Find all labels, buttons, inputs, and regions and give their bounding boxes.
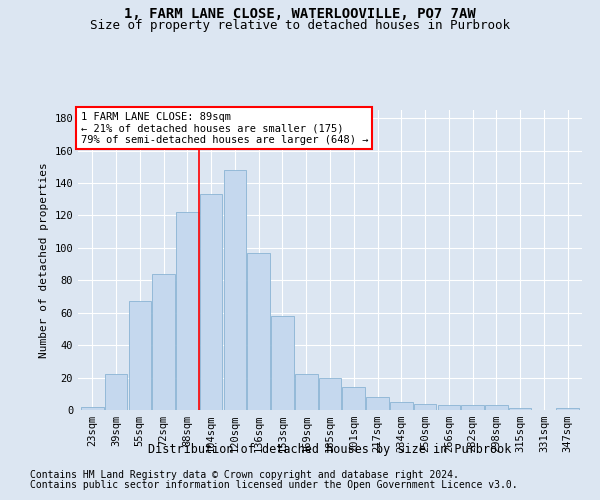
Text: Size of property relative to detached houses in Purbrook: Size of property relative to detached ho… xyxy=(90,19,510,32)
Bar xyxy=(105,374,127,410)
Text: Distribution of detached houses by size in Purbrook: Distribution of detached houses by size … xyxy=(148,442,512,456)
Bar xyxy=(366,397,389,410)
Y-axis label: Number of detached properties: Number of detached properties xyxy=(39,162,49,358)
Bar xyxy=(556,408,579,410)
Bar xyxy=(343,388,365,410)
Bar xyxy=(485,405,508,410)
Bar xyxy=(247,252,270,410)
Bar xyxy=(81,407,104,410)
Text: 1, FARM LANE CLOSE, WATERLOOVILLE, PO7 7AW: 1, FARM LANE CLOSE, WATERLOOVILLE, PO7 7… xyxy=(124,8,476,22)
Bar xyxy=(319,378,341,410)
Bar xyxy=(437,405,460,410)
Bar xyxy=(295,374,317,410)
Bar xyxy=(414,404,436,410)
Bar xyxy=(200,194,223,410)
Bar xyxy=(152,274,175,410)
Text: Contains HM Land Registry data © Crown copyright and database right 2024.: Contains HM Land Registry data © Crown c… xyxy=(30,470,459,480)
Text: Contains public sector information licensed under the Open Government Licence v3: Contains public sector information licen… xyxy=(30,480,518,490)
Bar xyxy=(509,408,532,410)
Bar xyxy=(128,302,151,410)
Bar xyxy=(390,402,413,410)
Bar xyxy=(461,405,484,410)
Text: 1 FARM LANE CLOSE: 89sqm
← 21% of detached houses are smaller (175)
79% of semi-: 1 FARM LANE CLOSE: 89sqm ← 21% of detach… xyxy=(80,112,368,144)
Bar xyxy=(224,170,246,410)
Bar xyxy=(271,316,294,410)
Bar xyxy=(176,212,199,410)
